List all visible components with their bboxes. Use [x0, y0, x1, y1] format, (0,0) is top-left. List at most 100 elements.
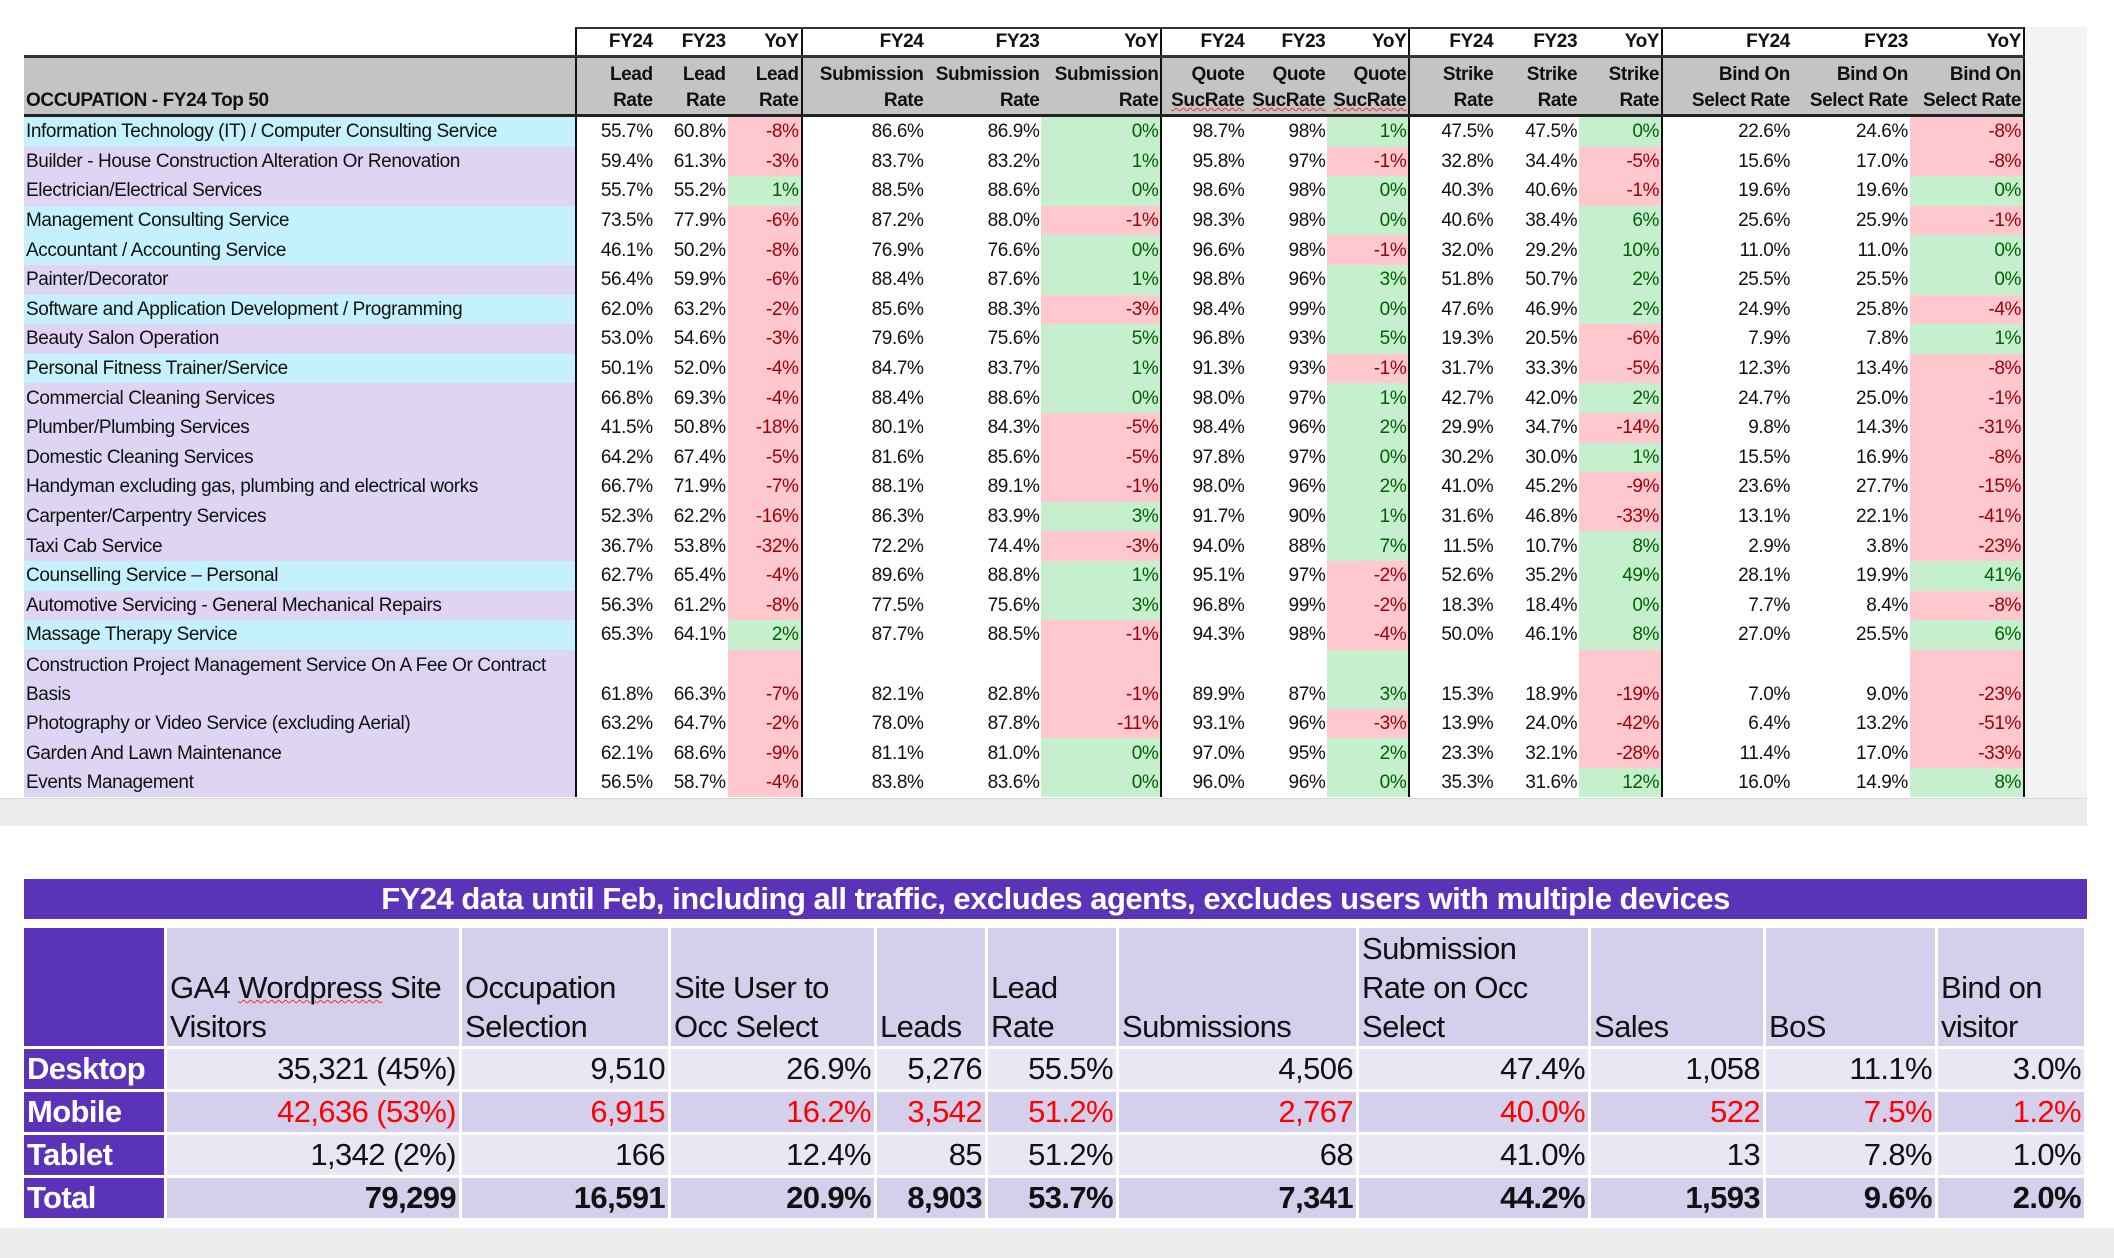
yoy-cell[interactable]: 0% [1909, 264, 2025, 295]
yoy-cell[interactable]: 1% [1327, 501, 1410, 532]
value-cell[interactable]: 25.5% [1856, 624, 1908, 646]
device-value-cell[interactable]: 16,591 [462, 1178, 668, 1218]
value-cell[interactable]: 24.6% [1856, 121, 1908, 143]
value-cell[interactable]: 34.7% [1525, 417, 1578, 439]
value-cell[interactable]: 87% [1288, 683, 1326, 705]
occupation-name[interactable]: Photography or Video Service (excluding … [24, 708, 576, 739]
value-cell[interactable]: 25.5% [1856, 269, 1908, 291]
device-row-total[interactable]: Total 79,299 16,591 20.9% 8,903 53.7% 7,341 44.… [24, 1178, 2084, 1218]
yoy-cell[interactable]: 2% [1579, 294, 1663, 325]
value-cell[interactable]: 59.4% [574, 146, 655, 177]
device-value-cell[interactable]: 4,506 [1119, 1049, 1356, 1089]
value-cell[interactable]: 53.0% [574, 324, 655, 354]
value-cell[interactable]: 15.5% [1661, 442, 1792, 473]
occupation-name[interactable]: Counselling Service – Personal [24, 560, 576, 591]
value-cell[interactable]: 88.4% [800, 264, 926, 295]
yoy-cell[interactable]: -51% [1909, 708, 2025, 739]
value-cell[interactable]: 65.3% [574, 620, 655, 650]
table-row[interactable]: Personal Fitness Trainer/Service 50.1% 52.… [24, 353, 2025, 384]
value-cell[interactable]: 9.8% [1661, 412, 1792, 443]
column-metric-header[interactable]: Submission Rate [1041, 55, 1162, 117]
table-row[interactable]: Construction Project Management Service … [24, 649, 2025, 709]
value-cell[interactable]: 53.8% [673, 535, 726, 557]
value-cell[interactable]: 33.3% [1525, 358, 1578, 380]
column-metric-header[interactable]: Bind On Select Rate [1791, 55, 1910, 117]
value-cell[interactable]: 98.0% [1160, 383, 1247, 413]
device-value-cell[interactable]: 3.0% [1938, 1049, 2084, 1089]
value-cell[interactable]: 98.3% [1160, 205, 1247, 236]
occupation-name[interactable]: Handyman excluding gas, plumbing and ele… [24, 472, 576, 502]
device-value-cell[interactable]: 20.9% [671, 1178, 874, 1218]
table-row[interactable]: Management Consulting Service 73.5% 77.9% -… [24, 205, 2025, 236]
value-cell[interactable]: 94.3% [1160, 620, 1247, 650]
table-row[interactable]: Builder - House Construction Alteration … [24, 146, 2025, 177]
value-cell[interactable]: 93% [1288, 358, 1326, 380]
value-cell[interactable]: 84.7% [800, 353, 926, 384]
occupation-name[interactable]: Events Management [24, 767, 576, 798]
value-cell[interactable]: 52.3% [574, 501, 655, 532]
value-cell[interactable]: 19.3% [1408, 324, 1496, 354]
value-cell[interactable]: 74.4% [987, 535, 1040, 557]
device-value-cell[interactable]: 1,593 [1591, 1178, 1763, 1218]
yoy-cell[interactable]: 1% [1041, 560, 1162, 591]
yoy-cell[interactable]: 1% [1041, 264, 1162, 295]
yoy-cell[interactable]: -8% [727, 115, 802, 147]
device-row-tablet[interactable]: Tablet 1,342 (2%) 166 12.4% 85 51.2% 68 41.0% 13… [24, 1135, 2084, 1175]
value-cell[interactable]: 31.7% [1408, 353, 1496, 384]
table-row[interactable]: Commercial Cleaning Services 66.8% 69.3% -4… [24, 383, 2025, 413]
value-cell[interactable]: 98% [1288, 210, 1326, 232]
yoy-cell[interactable]: 41% [1909, 560, 2025, 591]
value-cell[interactable]: 6.4% [1661, 708, 1792, 739]
yoy-cell[interactable]: -8% [1909, 442, 2025, 473]
device-column-header[interactable]: BoS [1766, 928, 1935, 1046]
value-cell[interactable]: 99% [1288, 298, 1326, 320]
yoy-cell[interactable]: -18% [727, 412, 802, 443]
column-metric-header[interactable]: Quote SucRate [1246, 55, 1328, 117]
column-metric-header[interactable]: Lead Rate [574, 55, 655, 117]
yoy-cell[interactable]: -23% [1909, 649, 2025, 709]
value-cell[interactable]: 72.2% [800, 531, 926, 561]
value-cell[interactable]: 98.7% [1160, 115, 1247, 147]
value-cell[interactable]: 95.1% [1160, 560, 1247, 591]
value-cell[interactable]: 10.7% [1525, 535, 1578, 557]
column-metric-header[interactable]: Lead Rate [727, 55, 802, 117]
value-cell[interactable]: 82.1% [800, 649, 926, 709]
value-cell[interactable]: 23.3% [1408, 738, 1496, 768]
yoy-cell[interactable]: 1% [1327, 383, 1410, 413]
value-cell[interactable]: 86.6% [800, 115, 926, 147]
value-cell[interactable]: 97% [1288, 565, 1326, 587]
value-cell[interactable]: 88.6% [987, 387, 1040, 409]
value-cell[interactable]: 35.3% [1408, 767, 1496, 798]
yoy-cell[interactable]: 0% [1909, 176, 2025, 206]
yoy-cell[interactable]: 1% [1041, 353, 1162, 384]
value-cell[interactable]: 46.1% [574, 235, 655, 265]
table-row[interactable]: Software and Application Development / P… [24, 294, 2025, 325]
column-metric-header[interactable]: Lead Rate [654, 55, 728, 117]
value-cell[interactable]: 46.8% [1525, 506, 1578, 528]
value-cell[interactable]: 23.6% [1661, 472, 1792, 502]
value-cell[interactable]: 7.0% [1661, 649, 1792, 709]
yoy-cell[interactable]: -1% [1041, 472, 1162, 502]
value-cell[interactable]: 89.1% [987, 476, 1040, 498]
device-column-header[interactable]: Submissions [1119, 928, 1356, 1046]
yoy-cell[interactable]: 1% [1579, 442, 1663, 473]
value-cell[interactable]: 93.1% [1160, 708, 1247, 739]
value-cell[interactable]: 64.2% [574, 442, 655, 473]
device-value-cell[interactable]: 166 [462, 1135, 668, 1175]
value-cell[interactable]: 77.9% [673, 210, 726, 232]
value-cell[interactable]: 50.7% [1525, 269, 1578, 291]
value-cell[interactable]: 85.6% [987, 446, 1040, 468]
value-cell[interactable]: 97.8% [1160, 442, 1247, 473]
occupation-name[interactable]: Painter/Decorator [24, 264, 576, 295]
value-cell[interactable]: 63.2% [673, 298, 726, 320]
occupation-name[interactable]: Automotive Servicing - General Mechanica… [24, 590, 576, 621]
value-cell[interactable]: 34.4% [1525, 150, 1578, 172]
yoy-cell[interactable]: -4% [727, 560, 802, 591]
value-cell[interactable]: 14.9% [1856, 772, 1908, 794]
value-cell[interactable]: 14.3% [1856, 417, 1908, 439]
value-cell[interactable]: 11.0% [1857, 239, 1908, 261]
value-cell[interactable]: 50.2% [673, 239, 726, 261]
device-value-cell[interactable]: 16.2% [671, 1092, 874, 1132]
yoy-cell[interactable]: -3% [727, 324, 802, 354]
yoy-cell[interactable]: -8% [1909, 590, 2025, 621]
